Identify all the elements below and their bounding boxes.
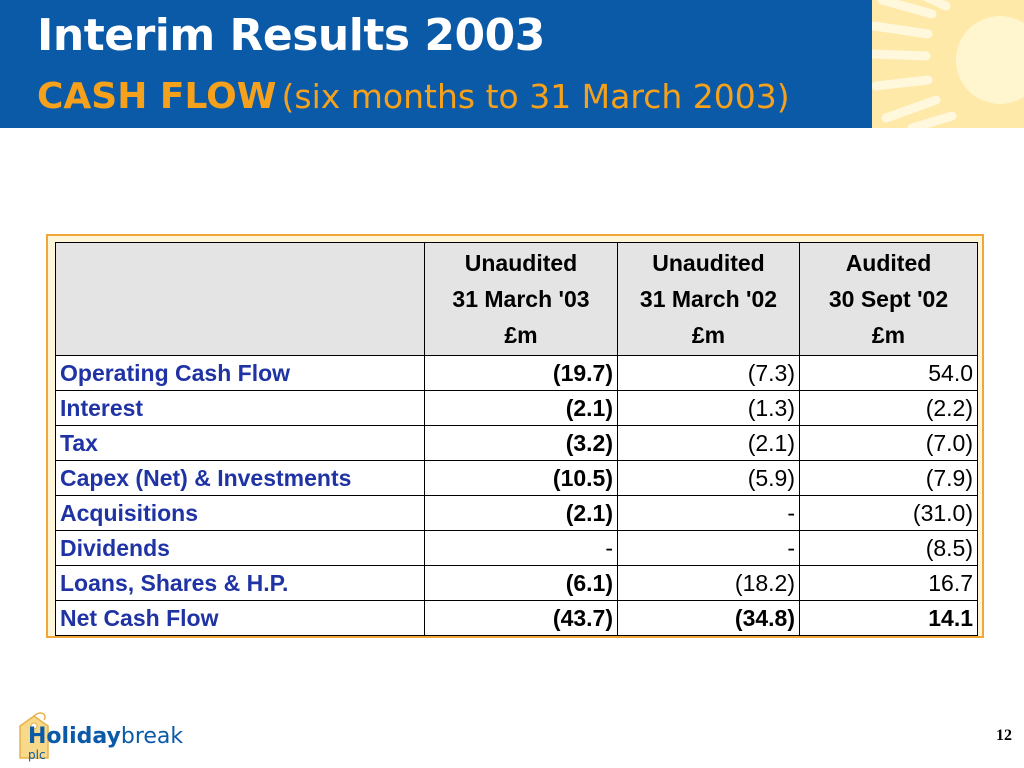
row-label: Net Cash Flow <box>55 600 425 636</box>
table-row: Capex (Net) & Investments (10.5) (5.9) (… <box>55 460 978 496</box>
table-row: Interest (2.1) (1.3) (2.2) <box>55 390 978 426</box>
cell-value: 16.7 <box>799 565 978 601</box>
logo-wordmark: Holidaybreak <box>28 724 184 749</box>
header-cell-audited-sep02: Audited 30 Sept '02 £m <box>799 242 978 356</box>
subtitle-strong: CASH FLOW <box>37 76 277 117</box>
row-label: Acquisitions <box>55 495 425 531</box>
table-row-total: Net Cash Flow (43.7) (34.8) 14.1 <box>55 600 978 636</box>
sun-rays-icon <box>872 0 1024 128</box>
cell-value: 54.0 <box>799 355 978 391</box>
table-row: Dividends - - (8.5) <box>55 530 978 566</box>
cell-value: 14.1 <box>799 600 978 636</box>
cell-value: (31.0) <box>799 495 978 531</box>
row-label: Operating Cash Flow <box>55 355 425 391</box>
logo-plc: plc <box>28 748 46 762</box>
sun-graphic <box>872 0 1024 128</box>
row-label: Interest <box>55 390 425 426</box>
page-title: Interim Results 2003 <box>37 10 545 61</box>
cell-value: (34.8) <box>617 600 800 636</box>
header-banner: Interim Results 2003 CASH FLOW (six mont… <box>0 0 872 128</box>
cell-value: (6.1) <box>424 565 618 601</box>
header-cell-empty <box>55 242 425 356</box>
cell-value: (3.2) <box>424 425 618 461</box>
row-label: Capex (Net) & Investments <box>55 460 425 496</box>
cell-value: (10.5) <box>424 460 618 496</box>
table-row: Loans, Shares & H.P. (6.1) (18.2) 16.7 <box>55 565 978 601</box>
cell-value: (7.3) <box>617 355 800 391</box>
row-label: Loans, Shares & H.P. <box>55 565 425 601</box>
page-subtitle: CASH FLOW (six months to 31 March 2003) <box>37 76 790 117</box>
luggage-tag-icon <box>19 712 49 759</box>
table-row: Operating Cash Flow (19.7) (7.3) 54.0 <box>55 355 978 391</box>
table-header-row: Unaudited 31 March '03 £m Unaudited 31 M… <box>55 242 978 356</box>
cell-value: (2.1) <box>424 390 618 426</box>
cash-flow-table: Unaudited 31 March '03 £m Unaudited 31 M… <box>55 242 978 636</box>
cell-value: - <box>617 530 800 566</box>
row-label: Tax <box>55 425 425 461</box>
holidaybreak-logo: Holidaybreak plc <box>14 712 183 764</box>
table-row: Acquisitions (2.1) - (31.0) <box>55 495 978 531</box>
header-cell-unaudited-mar02: Unaudited 31 March '02 £m <box>617 242 800 356</box>
page-number: 12 <box>996 727 1012 744</box>
cell-value: - <box>424 530 618 566</box>
cell-value: (1.3) <box>617 390 800 426</box>
table-row: Tax (3.2) (2.1) (7.0) <box>55 425 978 461</box>
cell-value: (8.5) <box>799 530 978 566</box>
cell-value: (5.9) <box>617 460 800 496</box>
subtitle-period: (six months to 31 March 2003) <box>281 77 790 116</box>
cell-value: (18.2) <box>617 565 800 601</box>
row-label: Dividends <box>55 530 425 566</box>
cell-value: (2.1) <box>424 495 618 531</box>
cell-value: (7.9) <box>799 460 978 496</box>
cell-value: (7.0) <box>799 425 978 461</box>
cell-value: (2.2) <box>799 390 978 426</box>
cell-value: (19.7) <box>424 355 618 391</box>
cell-value: (2.1) <box>617 425 800 461</box>
cell-value: (43.7) <box>424 600 618 636</box>
header-cell-unaudited-mar03: Unaudited 31 March '03 £m <box>424 242 618 356</box>
cash-flow-table-frame: Unaudited 31 March '03 £m Unaudited 31 M… <box>46 234 984 638</box>
cell-value: - <box>617 495 800 531</box>
